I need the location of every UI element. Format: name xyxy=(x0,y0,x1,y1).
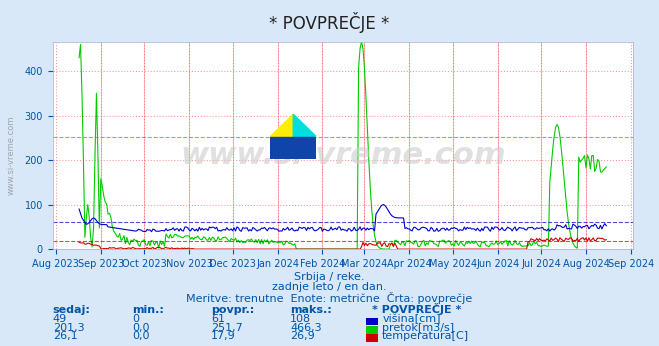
Text: maks.:: maks.: xyxy=(290,305,331,315)
Text: www.si-vreme.com: www.si-vreme.com xyxy=(180,141,505,170)
Text: * POVPREČJE *: * POVPREČJE * xyxy=(270,12,389,33)
Polygon shape xyxy=(270,114,293,137)
Polygon shape xyxy=(293,114,316,137)
Polygon shape xyxy=(293,137,316,159)
Text: 26,1: 26,1 xyxy=(53,331,77,341)
Text: 26,9: 26,9 xyxy=(290,331,315,341)
Text: 201,3: 201,3 xyxy=(53,323,84,333)
Text: 17,9: 17,9 xyxy=(211,331,236,341)
Text: Srbija / reke.: Srbija / reke. xyxy=(295,272,364,282)
Text: * POVPREČJE *: * POVPREČJE * xyxy=(372,303,462,315)
Text: 49: 49 xyxy=(53,315,67,325)
Text: min.:: min.: xyxy=(132,305,163,315)
Text: 108: 108 xyxy=(290,315,311,325)
Text: www.si-vreme.com: www.si-vreme.com xyxy=(7,116,16,195)
Text: 0,0: 0,0 xyxy=(132,323,150,333)
Text: temperatura[C]: temperatura[C] xyxy=(382,331,469,341)
Text: zadnje leto / en dan.: zadnje leto / en dan. xyxy=(272,282,387,292)
Text: pretok[m3/s]: pretok[m3/s] xyxy=(382,323,454,333)
Text: višina[cm]: višina[cm] xyxy=(382,314,441,325)
Text: 0: 0 xyxy=(132,315,139,325)
Text: 61: 61 xyxy=(211,315,225,325)
Text: povpr.:: povpr.: xyxy=(211,305,254,315)
Text: 251,7: 251,7 xyxy=(211,323,243,333)
Text: 466,3: 466,3 xyxy=(290,323,322,333)
Text: Meritve: trenutne  Enote: metrične  Črta: povprečje: Meritve: trenutne Enote: metrične Črta: … xyxy=(186,292,473,304)
Text: 0,0: 0,0 xyxy=(132,331,150,341)
Text: sedaj:: sedaj: xyxy=(53,305,90,315)
Polygon shape xyxy=(270,137,293,159)
